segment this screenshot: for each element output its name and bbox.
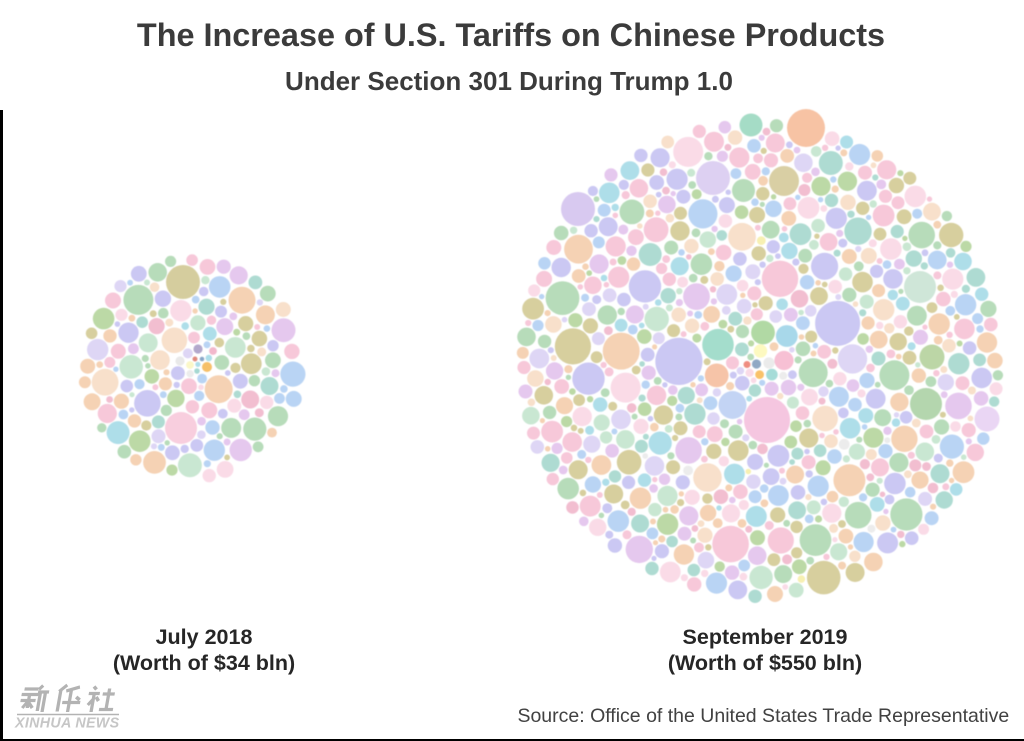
svg-text:XINHUA NEWS: XINHUA NEWS — [14, 716, 120, 732]
